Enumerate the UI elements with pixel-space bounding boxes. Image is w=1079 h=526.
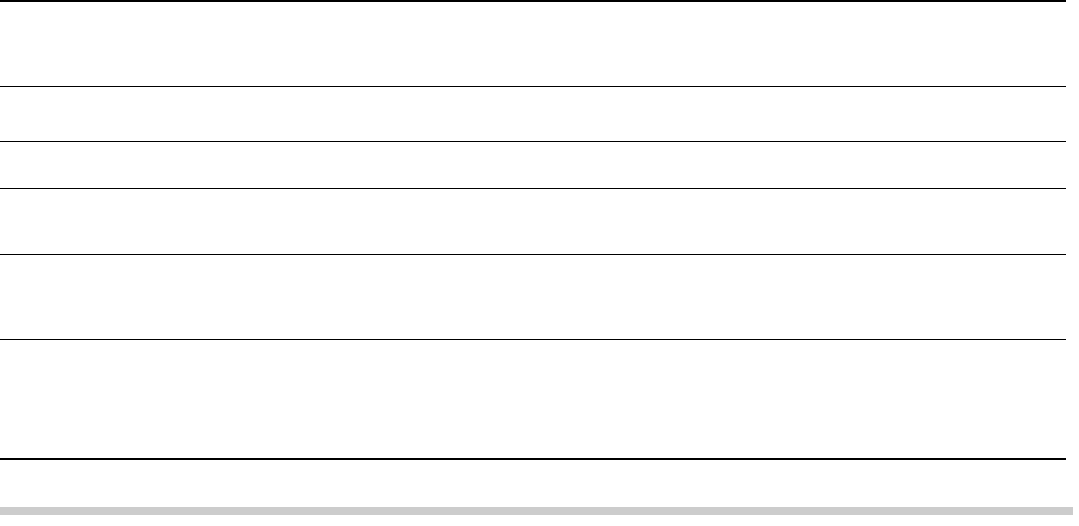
row-divider — [0, 254, 1066, 255]
row-divider — [0, 86, 1066, 87]
row-divider — [0, 339, 1066, 340]
table-top-border — [0, 0, 1066, 2]
row-divider — [0, 141, 1066, 142]
table-bottom-border — [0, 458, 1066, 460]
horizontal-scrollbar[interactable] — [0, 507, 1073, 515]
row-divider — [0, 188, 1066, 189]
